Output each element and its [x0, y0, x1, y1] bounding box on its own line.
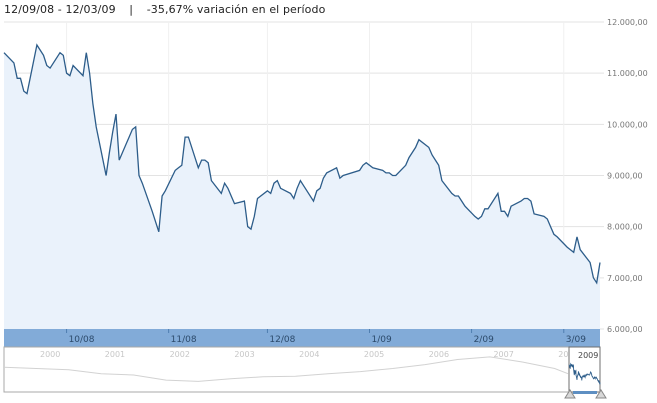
navigator-selection-line	[568, 362, 601, 385]
navigator-selected-window[interactable]	[568, 346, 601, 393]
date-range-label: 12/09/08 - 12/03/09	[4, 3, 116, 16]
y-tick-label: 9.000,00	[607, 172, 643, 181]
chart-header: 12/09/08 - 12/03/09 | -35,67% variación …	[4, 3, 325, 16]
x-tick-label: 10/08	[69, 335, 95, 345]
navigator-year-label: 2008	[558, 350, 578, 359]
y-tick-label: 10.000,00	[607, 120, 648, 129]
navigator-history-line	[3, 356, 569, 382]
y-tick-label: 8.000,00	[607, 223, 643, 232]
navigator-year-label: 2003	[234, 350, 254, 359]
y-axis: 12.000,00 11.000,00 10.000,00 9.000,00 8.000…	[607, 18, 648, 334]
y-tick-label: 12.000,00	[607, 18, 648, 27]
navigator-right-handle-icon[interactable]	[595, 389, 607, 399]
range-navigator[interactable]: 2000 2001 2002 2003 2004 2005 2006 2007 2008 200…	[3, 346, 607, 399]
price-area-fill	[4, 45, 600, 329]
price-line	[3, 43, 601, 285]
navigator-left-handle-icon[interactable]	[564, 389, 576, 399]
y-tick-label: 6.000,00	[607, 325, 643, 334]
header-separator: |	[129, 3, 134, 16]
navigator-frame	[3, 346, 601, 393]
x-tick-label: 12/08	[269, 335, 295, 345]
y-tick-label: 11.000,00	[607, 69, 648, 78]
navigator-scrollbar[interactable]	[573, 391, 597, 394]
navigator-year-label: 2001	[105, 350, 125, 359]
x-tick-label: 1/09	[372, 335, 392, 345]
navigator-year-label: 2000	[40, 350, 60, 359]
navigator-year-label: 2004	[299, 350, 319, 359]
x-tick-label: 3/09	[566, 335, 586, 345]
navigator-year-labels: 2000 2001 2002 2003 2004 2005 2006 2007 2008	[40, 350, 579, 359]
x-axis: 10/08 11/08 12/08 1/09 2/09 3/09	[66, 329, 586, 345]
variation-label: -35,67% variación en el período	[146, 3, 326, 16]
navigator-year-label: 2007	[493, 350, 513, 359]
navigator-current-year-label: 2009	[578, 351, 598, 360]
navigator-year-label: 2006	[429, 350, 449, 359]
navigator-year-label: 2005	[364, 350, 384, 359]
x-tick-label: 11/08	[171, 335, 197, 345]
y-tick-label: 7.000,00	[607, 274, 643, 283]
x-axis-bar	[4, 329, 600, 347]
navigator-year-label: 2002	[170, 350, 190, 359]
x-tick-label: 2/09	[474, 335, 494, 345]
